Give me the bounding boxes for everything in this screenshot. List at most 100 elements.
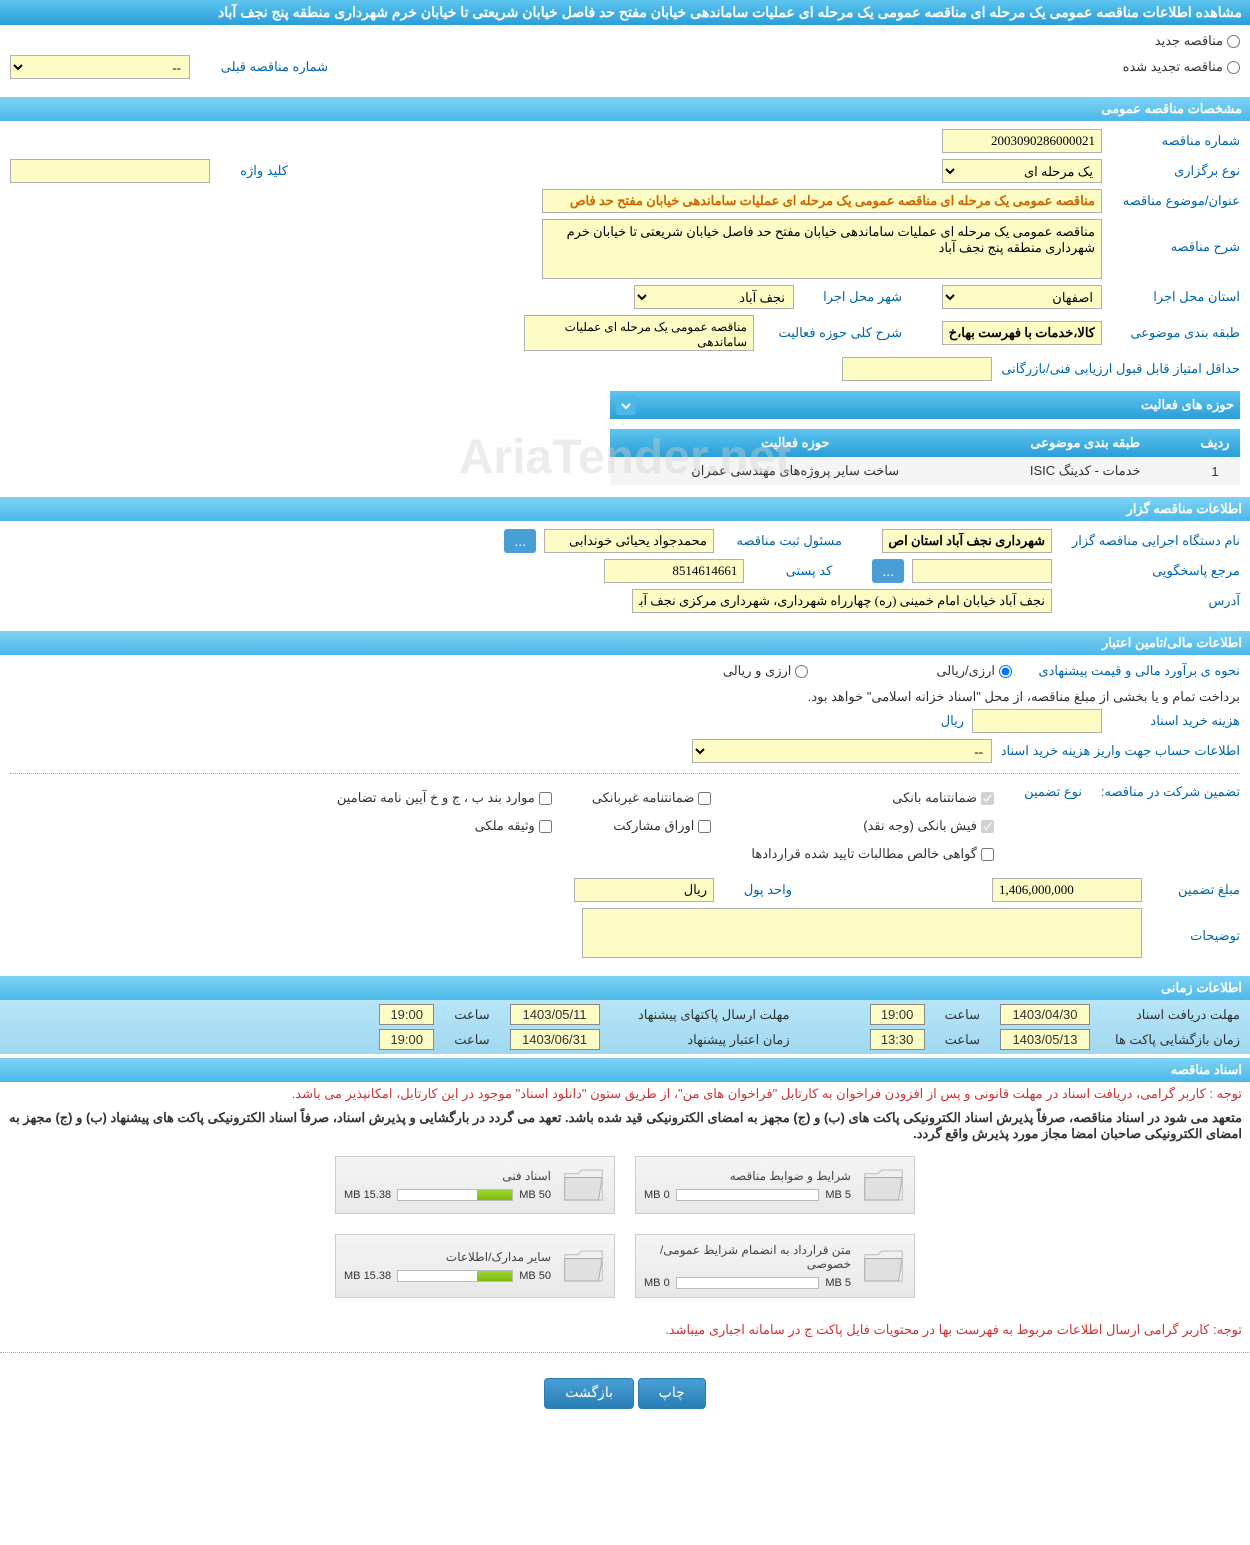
- chk-property-input[interactable]: [539, 820, 552, 833]
- responder-label: مرجع پاسخگویی: [1060, 563, 1240, 579]
- responder-ellipsis-button[interactable]: ...: [872, 559, 904, 583]
- desc-label: شرح مناقصه: [1110, 219, 1240, 255]
- tender-number-input[interactable]: [942, 129, 1102, 153]
- doc-box-conditions[interactable]: شرایط و ضوابط مناقصه 5 MB 0 MB: [635, 1156, 915, 1214]
- chk-cash[interactable]: فیش بانکی (وجه نقد): [751, 818, 994, 834]
- notice-electronic: متعهد می شود در اسناد مناقصه، صرفاً پذیر…: [0, 1106, 1250, 1146]
- section-timing-header: اطلاعات زمانی: [0, 976, 1250, 1000]
- manager-ellipsis-button[interactable]: ...: [504, 529, 536, 553]
- address-input[interactable]: [632, 589, 1052, 613]
- holding-type-select[interactable]: یک مرحله ای: [942, 159, 1102, 183]
- doc1-total: 5 MB: [825, 1189, 851, 1201]
- tender-number-label: شماره مناقصه: [1110, 133, 1240, 149]
- collapse-icon[interactable]: [616, 395, 636, 415]
- opening-label: زمان بازگشایی پاکت ها: [1110, 1032, 1240, 1048]
- activity-cell-scope: ساخت سایر پروژه‌های مهندسی عمران: [610, 457, 980, 485]
- time-label-4: ساعت: [454, 1032, 489, 1048]
- estimate-label: نحوه ی برآورد مالی و قیمت پیشنهادی: [1020, 663, 1240, 679]
- validity-label: زمان اعتبار پیشنهاد: [620, 1032, 790, 1048]
- chk-bank-guarantee[interactable]: ضمانتنامه بانکی: [751, 790, 994, 806]
- timing-content: مهلت دریافت اسناد 1403/04/30 ساعت 19:00 …: [0, 1000, 1250, 1054]
- activity-row: 1 خدمات - کدینگ ISIC ساخت سایر پروژه‌های…: [610, 457, 1240, 485]
- opening-date: 1403/05/13: [1000, 1029, 1090, 1050]
- activity-col-category: طبقه بندی موضوعی: [980, 429, 1190, 457]
- chk-cert-label: گواهی خالص مطالبات تایید شده قراردادها: [751, 846, 977, 862]
- radio-renewed-label: مناقصه تجدید شده: [1123, 59, 1223, 75]
- currency-unit-input[interactable]: [574, 878, 714, 902]
- validity-time: 19:00: [379, 1029, 434, 1050]
- chk-regulations[interactable]: موارد بند ب ، ج و خ آیین نامه تضامین: [337, 790, 552, 806]
- activity-scope-textarea[interactable]: مناقصه عمومی یک مرحله ای عملیات ساماندهی: [524, 315, 754, 351]
- responder-input[interactable]: [912, 559, 1052, 583]
- radio-renewed-input[interactable]: [1227, 61, 1240, 74]
- folder-icon: [861, 1246, 906, 1286]
- doc-cost-label: هزینه خرید اسناد: [1110, 713, 1240, 729]
- guarantee-amount-input[interactable]: [992, 878, 1142, 902]
- section-documents-header: اسناد مناقصه: [0, 1058, 1250, 1082]
- doc-cost-input[interactable]: [972, 709, 1102, 733]
- chk-securities-input[interactable]: [698, 820, 711, 833]
- prev-number-label: شماره مناقصه قبلی: [198, 59, 328, 75]
- envelope-deadline-time: 19:00: [379, 1004, 434, 1025]
- organizer-name-label: نام دستگاه اجرایی مناقصه گزار: [1060, 533, 1240, 549]
- radio-new-tender[interactable]: مناقصه جدید: [1155, 33, 1240, 49]
- postal-input[interactable]: [604, 559, 744, 583]
- title-input[interactable]: [542, 189, 1102, 213]
- chk-cert[interactable]: گواهی خالص مطالبات تایید شده قراردادها: [751, 846, 994, 862]
- chk-securities[interactable]: اوراق مشارکت: [592, 818, 712, 834]
- radio-currency-input[interactable]: [795, 665, 808, 678]
- radio-currency[interactable]: ارزی و ریالی: [723, 663, 809, 679]
- section-general-header: مشخصات مناقصه عمومی: [0, 97, 1250, 121]
- guarantee-type-label: نوع تضمین: [1002, 784, 1082, 800]
- radio-renewed-tender[interactable]: مناقصه تجدید شده: [1123, 59, 1240, 75]
- city-label: شهر محل اجرا: [802, 289, 902, 305]
- doc-box-other[interactable]: سایر مدارک/اطلاعات 50 MB 15.38 MB: [335, 1234, 615, 1298]
- activity-col-scope: حوزه فعالیت: [610, 429, 980, 457]
- doc-cost-unit: ریال: [941, 713, 964, 729]
- chk-nonbank-guarantee[interactable]: ضمانتنامه غیربانکی: [592, 790, 712, 806]
- chk-nonbank-input[interactable]: [698, 792, 711, 805]
- category-input[interactable]: [942, 321, 1102, 345]
- province-select[interactable]: اصفهان: [942, 285, 1102, 309]
- folder-icon: [561, 1246, 606, 1286]
- radio-currency-label: ارزی و ریالی: [723, 663, 792, 679]
- back-button[interactable]: بازگشت: [544, 1378, 634, 1409]
- time-label-1: ساعت: [945, 1007, 980, 1023]
- doc-box-technical[interactable]: اسناد فنی 50 MB 15.38 MB: [335, 1156, 615, 1214]
- doc3-used: 0 MB: [644, 1277, 670, 1289]
- category-label: طبقه بندی موضوعی: [1110, 325, 1240, 341]
- organizer-name-input[interactable]: [882, 529, 1052, 553]
- separator: [10, 773, 1240, 774]
- doc4-progress: [397, 1270, 513, 1282]
- chk-cert-input[interactable]: [981, 848, 994, 861]
- chk-regulations-input[interactable]: [539, 792, 552, 805]
- chk-property-label: وثیقه ملکی: [475, 818, 535, 834]
- doc-box-contract[interactable]: متن قرارداد به انضمام شرایط عمومی/خصوصی …: [635, 1234, 915, 1298]
- radio-riyal[interactable]: ارزی/ریالی: [936, 663, 1012, 679]
- organizer-section: نام دستگاه اجرایی مناقصه گزار مسئول ثبت …: [0, 521, 1250, 627]
- chk-property[interactable]: وثیقه ملکی: [337, 818, 552, 834]
- activity-cell-num: 1: [1190, 457, 1240, 485]
- radio-riyal-input[interactable]: [999, 665, 1012, 678]
- currency-unit-label: واحد پول: [722, 882, 792, 898]
- guarantee-notes-textarea[interactable]: [582, 908, 1142, 958]
- prev-number-select[interactable]: --: [10, 55, 190, 79]
- print-button[interactable]: چاپ: [638, 1378, 706, 1409]
- section-financial-header: اطلاعات مالی/تامین اعتبار: [0, 631, 1250, 655]
- desc-textarea[interactable]: مناقصه عمومی یک مرحله ای عملیات ساماندهی…: [542, 219, 1102, 279]
- keyword-input[interactable]: [10, 159, 210, 183]
- validity-date: 1403/06/31: [510, 1029, 600, 1050]
- radio-new-input[interactable]: [1227, 35, 1240, 48]
- activity-col-row: ردیف: [1190, 429, 1240, 457]
- button-row: چاپ بازگشت: [0, 1363, 1250, 1424]
- opening-time: 13:30: [870, 1029, 925, 1050]
- envelope-deadline-label: مهلت ارسال پاکتهای پیشنهاد: [620, 1007, 790, 1023]
- manager-input[interactable]: [544, 529, 714, 553]
- city-select[interactable]: نجف آباد: [634, 285, 794, 309]
- chk-bank-input: [981, 792, 994, 805]
- account-info-select[interactable]: --: [692, 739, 992, 763]
- address-label: آدرس: [1060, 593, 1240, 609]
- time-label-3: ساعت: [945, 1032, 980, 1048]
- doc2-title: اسناد فنی: [344, 1169, 551, 1183]
- min-score-input[interactable]: [842, 357, 992, 381]
